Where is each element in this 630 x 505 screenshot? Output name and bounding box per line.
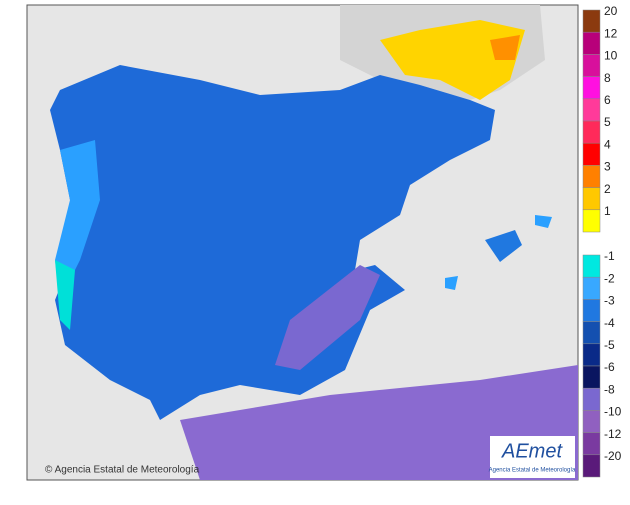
legend-label: -10 — [604, 405, 622, 419]
legend-label: -8 — [604, 382, 615, 396]
legend-label: 2 — [604, 182, 611, 196]
legend-label: -4 — [604, 316, 615, 330]
legend-swatch — [582, 365, 601, 389]
warm-area — [380, 20, 525, 100]
logo-name: AEmet — [501, 440, 563, 462]
legend-label: 4 — [604, 137, 611, 151]
southeast-area — [275, 265, 380, 370]
legend-label: -20 — [604, 449, 622, 463]
legend-swatch — [582, 142, 601, 166]
africa — [180, 365, 578, 480]
west-area — [55, 140, 100, 300]
legend-label: 3 — [604, 160, 611, 174]
legend-swatch — [582, 454, 601, 478]
legend-label: 1 — [604, 204, 611, 218]
legend-label: 5 — [604, 115, 611, 129]
legend-label: 8 — [604, 71, 611, 85]
legend-swatch — [582, 209, 601, 233]
legend-swatch — [582, 276, 601, 300]
legend-swatch — [582, 321, 601, 345]
logo-subtitle: Agencia Estatal de Meteorología — [489, 468, 576, 474]
legend-swatch — [582, 187, 601, 211]
mallorca — [485, 230, 522, 262]
logo-box — [490, 436, 575, 478]
legend-label: 12 — [604, 26, 618, 40]
legend-label: -3 — [604, 294, 615, 308]
legend-swatch — [582, 31, 601, 55]
legend-swatch — [582, 98, 601, 122]
legend-swatch — [582, 299, 601, 322]
legend-label: -12 — [604, 427, 622, 441]
legend-swatch — [582, 165, 601, 188]
legend-swatch — [582, 387, 601, 411]
legend-swatch — [582, 432, 601, 456]
menorca — [535, 215, 552, 228]
iberia — [50, 65, 495, 420]
legend-label: -1 — [604, 249, 615, 263]
legend-label: 6 — [604, 93, 611, 107]
legend-swatch — [582, 120, 601, 144]
legend-swatch — [582, 410, 601, 433]
legend-swatch — [582, 343, 601, 367]
legend-label: 20 — [604, 4, 618, 18]
credit: © Agencia Estatal de Meteorología — [45, 465, 200, 476]
warm-core — [490, 35, 520, 60]
ibiza — [445, 276, 458, 290]
coast-cyan — [55, 260, 75, 330]
legend-label: 10 — [604, 49, 618, 63]
legend-label: -6 — [604, 360, 615, 374]
legend-swatch — [582, 9, 601, 33]
legend-swatch — [582, 76, 601, 100]
legend-swatch — [582, 54, 601, 77]
legend-swatch — [582, 254, 601, 278]
legend-label: -5 — [604, 338, 615, 352]
legend: 20 12 10 8 6 5 4 3 2 1 -1 -2 -3 -4 -5 -6 -8 -10 -12 -20 — [582, 4, 622, 478]
legend-label: -2 — [604, 271, 615, 285]
